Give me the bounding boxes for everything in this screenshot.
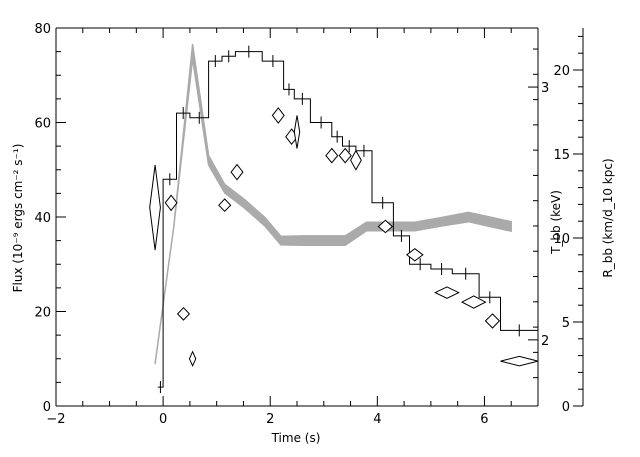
kt-diamond — [460, 295, 487, 309]
kt-axis-title: T_bb (keV) — [549, 190, 563, 255]
kt-diamond — [293, 115, 301, 149]
kt-diamond — [405, 248, 424, 262]
x-tick-label: 0 — [159, 412, 167, 427]
x-tick-label: 4 — [373, 412, 381, 427]
y-tick-label: 40 — [34, 211, 51, 226]
y-tick-label: 60 — [34, 117, 51, 132]
y-tick-label: 0 — [43, 400, 51, 415]
x-tick-label: 6 — [480, 412, 488, 427]
kt-diamond — [176, 306, 191, 321]
y-tick-label: 20 — [34, 306, 51, 321]
rbb-tick-label: 20 — [553, 64, 570, 79]
rbb-tick-label: 10 — [553, 232, 570, 247]
x-axis-title: Time (s) — [271, 431, 321, 445]
kt-diamond — [188, 350, 197, 368]
y-axis-title: Flux (10⁻⁹ ergs cm⁻² s⁻¹) — [11, 144, 25, 293]
rbb-tick-label: 5 — [562, 316, 570, 331]
kt-diamond — [338, 147, 352, 164]
kt-diamond — [164, 194, 178, 212]
kt-tick-label: 3 — [541, 81, 549, 96]
rbb-axis-title: R_bb (km/d_10 kpc) — [601, 158, 615, 277]
y-tick-label: 80 — [34, 22, 51, 37]
kt-diamond — [484, 313, 501, 329]
kt-diamond — [218, 198, 232, 213]
kt-diamond — [434, 286, 460, 299]
kt-diamond — [350, 149, 362, 171]
kt-diamond — [149, 164, 161, 251]
kt-diamond — [271, 107, 285, 124]
kt-diamond — [325, 147, 339, 164]
rbb-tick-label: 15 — [553, 148, 570, 163]
radius-band — [154, 43, 512, 365]
kt-diamond — [377, 219, 394, 234]
kt-diamond — [230, 163, 244, 181]
kt-tick-label: 2 — [541, 334, 549, 349]
kt-diamond — [500, 355, 539, 367]
x-tick-label: 2 — [266, 412, 274, 427]
rbb-tick-label: 0 — [562, 400, 570, 415]
x-tick-label: −2 — [46, 412, 65, 427]
